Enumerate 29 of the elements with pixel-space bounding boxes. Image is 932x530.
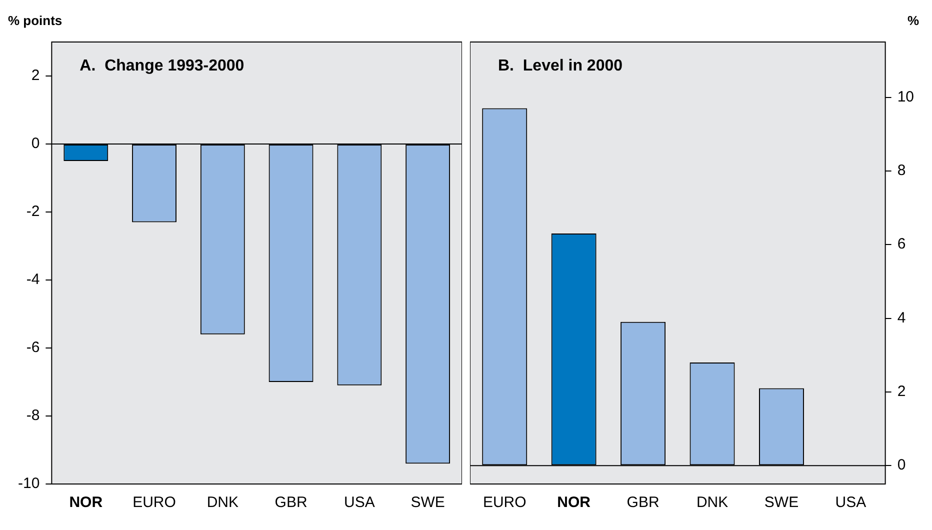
x-tick-label: SWE [764, 494, 799, 512]
y-tick-label: 2 [31, 67, 40, 84]
y-tick-label: 0 [31, 135, 40, 152]
x-tick-label: DNK [206, 494, 238, 512]
y-tick-label: -8 [26, 407, 40, 424]
x-tick-label: DNK [696, 494, 728, 512]
y-tick-label: 4 [897, 309, 906, 326]
x-tick-label: SWE [410, 494, 445, 512]
y-tick-label: 10 [897, 88, 914, 106]
x-tick-label: GBR [626, 494, 660, 512]
y-axis-title: % points [8, 13, 62, 28]
y-axis-title: % [908, 13, 920, 28]
x-tick-label: NOR [557, 494, 591, 512]
x-tick-label: GBR [274, 494, 308, 512]
y-tick-label: 8 [897, 162, 906, 180]
x-tick-label: EURO [482, 494, 526, 512]
y-tick-label: -4 [26, 271, 40, 288]
y-tick-label: -2 [26, 203, 40, 220]
x-tick-label: USA [344, 494, 375, 512]
y-tick-label: 0 [897, 456, 906, 474]
y-tick-label: -10 [18, 475, 40, 492]
x-tick-label: NOR [69, 494, 103, 512]
y-tick-label: 6 [897, 236, 906, 253]
x-tick-label: USA [835, 494, 866, 512]
y-tick-label: 2 [897, 383, 906, 400]
text: B. Level in 2000 [498, 57, 623, 74]
y-tick-label: -6 [26, 339, 40, 356]
text: A. Change 1993-2000 [80, 57, 244, 74]
x-tick-label: EURO [132, 494, 176, 512]
